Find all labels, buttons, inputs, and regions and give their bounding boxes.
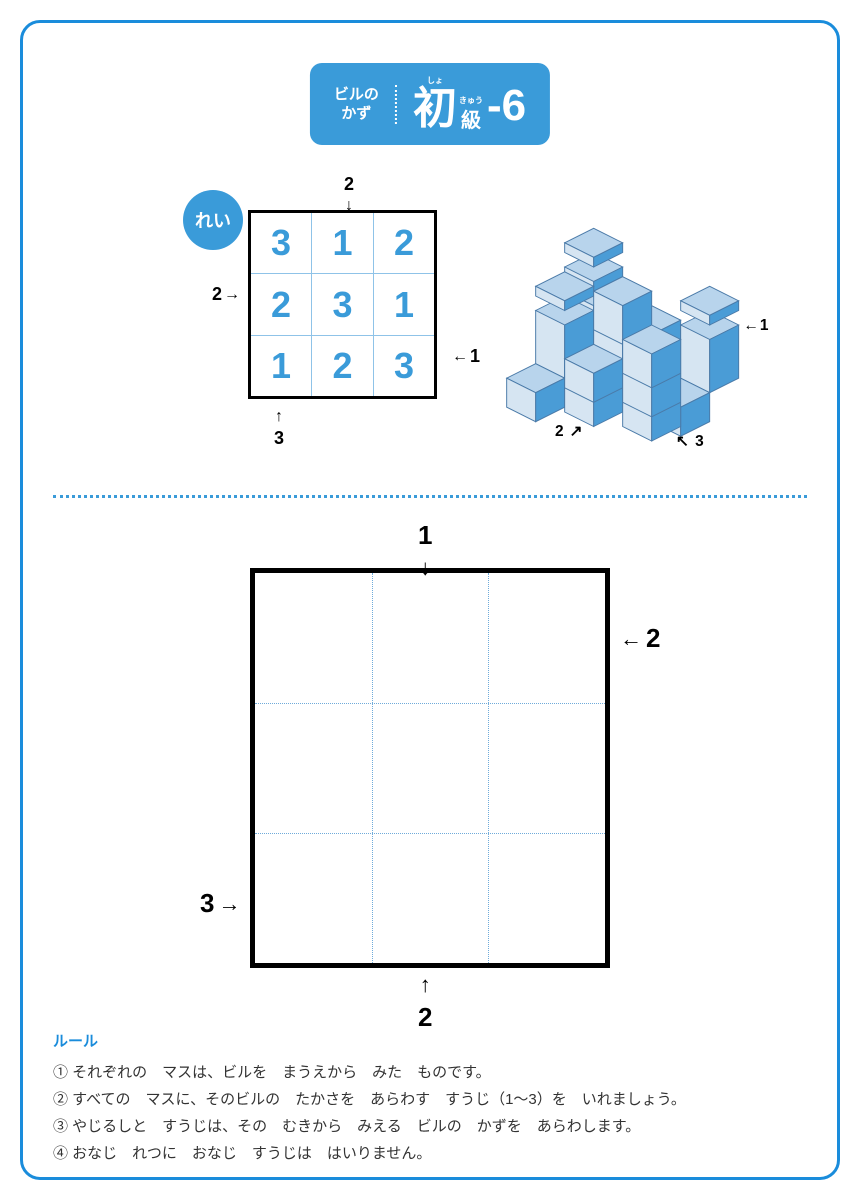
rule-item: ② すべての マスに、そのビルの たかさを あらわす すうじ（1～3）を いれま… xyxy=(53,1086,807,1113)
level-main: しょ 初 xyxy=(413,77,457,131)
arrow-right-icon: → xyxy=(224,286,240,304)
hint-value: 2 xyxy=(344,174,354,195)
arrow-down-icon: ↓ xyxy=(345,197,353,215)
worksheet-page: ビルの かず しょ 初 きゅう 級 -6 れい 2 ↓ 2 xyxy=(20,20,840,1180)
hint-value: 2 xyxy=(212,284,222,305)
puzzle-section: 1 ↓ ← 2 3 → ↑ 2 xyxy=(200,528,660,1008)
level-main-char: 初 xyxy=(413,87,457,131)
ex-cell: 2 xyxy=(250,274,312,336)
section-divider xyxy=(53,495,807,498)
arrow-right-icon: → xyxy=(218,891,240,917)
hint-value: 3 xyxy=(274,428,284,449)
grid-line xyxy=(255,703,605,704)
arrow-upleft-icon: ↖ xyxy=(676,433,689,450)
grid-line xyxy=(255,833,605,834)
puzzle-hint-left: 3 → xyxy=(200,888,240,919)
isometric-illustration: ← 1 2 ↗ ↖ 3 xyxy=(497,195,787,455)
ex-cell: 2 xyxy=(374,212,436,274)
level-sub: きゅう 級 xyxy=(459,97,483,131)
example-hint-top: 2 ↓ xyxy=(344,174,354,215)
puzzle-grid[interactable] xyxy=(250,568,610,968)
badge-category: ビルの かず xyxy=(334,85,397,124)
level-sub-ruby: きゅう xyxy=(459,97,483,105)
hint-value: 2 xyxy=(418,1002,432,1033)
hint-value: 3 xyxy=(200,888,214,919)
arrow-up-icon: ↑ xyxy=(275,408,283,426)
example-hint-bottom: ↑ 3 xyxy=(274,408,284,449)
arrow-left-icon: ← xyxy=(452,348,468,366)
ex-cell: 3 xyxy=(250,212,312,274)
hint-value: 1 xyxy=(418,520,432,551)
ex-cell: 3 xyxy=(312,274,374,336)
hint-value: 2 xyxy=(646,623,660,654)
iso-label-fr-val: 3 xyxy=(695,433,704,450)
ex-cell: 3 xyxy=(374,336,436,398)
example-label-circle: れい xyxy=(183,190,243,250)
example-hint-left: 2 → xyxy=(212,284,240,305)
ex-cell: 2 xyxy=(312,336,374,398)
ex-cell: 1 xyxy=(250,336,312,398)
example-section: れい 2 ↓ 2 → ← 1 ↑ 3 3 1 xyxy=(53,175,807,485)
badge-level: しょ 初 きゅう 級 -6 xyxy=(397,77,526,131)
rules-section: ルール ① それぞれの マスは、ビルを まうえから みた ものです。 ② すべて… xyxy=(53,1028,807,1167)
arrow-up-icon: ↑ xyxy=(420,972,431,998)
level-sub-char: 級 xyxy=(461,111,481,131)
iso-label-fl-val: 2 xyxy=(555,423,564,440)
ex-cell: 1 xyxy=(312,212,374,274)
puzzle-hint-right: ← 2 xyxy=(620,623,660,654)
level-badge: ビルの かず しょ 初 きゅう 級 -6 xyxy=(310,63,550,145)
badge-line1: ビルの xyxy=(334,86,379,103)
rule-item: ③ やじるしと すうじは、その むきから みえる ビルの かずを あらわします。 xyxy=(53,1113,807,1140)
example-hint-right: ← 1 xyxy=(452,346,480,367)
badge-line2: かず xyxy=(341,105,371,122)
arrow-left-icon: ← xyxy=(620,626,642,652)
svg-text:2: 2 xyxy=(555,423,564,440)
ex-cell: 1 xyxy=(374,274,436,336)
iso-label-right-val: 1 xyxy=(760,317,769,334)
hint-value: 1 xyxy=(470,346,480,367)
rule-item: ④ おなじ れつに おなじ すうじは はいりません。 xyxy=(53,1140,807,1167)
svg-text:3: 3 xyxy=(695,433,704,450)
arrow-upright-icon: ↗ xyxy=(570,423,583,440)
example-label-text: れい xyxy=(195,207,231,233)
example-grid-container: 2 ↓ 2 → ← 1 ↑ 3 3 1 2 xyxy=(248,210,437,399)
level-number: -6 xyxy=(487,81,526,131)
svg-text:1: 1 xyxy=(760,317,769,334)
puzzle-hint-bottom: ↑ 2 xyxy=(418,972,432,1033)
rule-item: ① それぞれの マスは、ビルを まうえから みた ものです。 xyxy=(53,1059,807,1086)
example-grid: 3 1 2 2 3 1 1 2 3 xyxy=(248,210,437,399)
iso-label-right: ← xyxy=(744,317,759,334)
